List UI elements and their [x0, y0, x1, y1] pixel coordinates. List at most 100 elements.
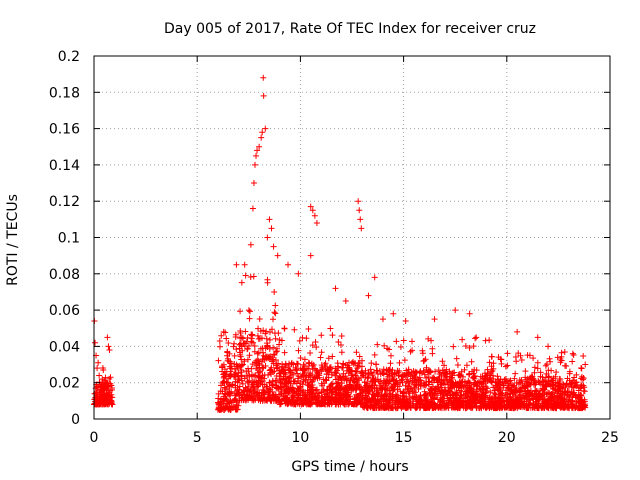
data-point	[315, 390, 322, 397]
data-point	[549, 389, 556, 396]
data-point	[430, 374, 437, 381]
data-point	[360, 395, 367, 402]
data-point	[97, 381, 104, 388]
data-point	[336, 375, 343, 382]
data-point	[429, 375, 436, 382]
data-point	[263, 335, 270, 342]
data-point	[342, 298, 349, 305]
data-point	[487, 389, 494, 396]
data-point	[272, 310, 279, 317]
chart-title: Day 005 of 2017, Rate Of TEC Index for r…	[164, 21, 536, 37]
data-point	[272, 335, 279, 342]
data-point	[300, 361, 307, 368]
data-point	[272, 391, 279, 398]
data-point	[285, 261, 292, 268]
data-point	[322, 376, 329, 383]
y-tick-label: 0.14	[49, 158, 80, 174]
data-point	[313, 219, 320, 226]
data-point	[289, 385, 296, 392]
data-point	[281, 325, 288, 332]
data-point	[303, 401, 310, 408]
data-point	[349, 371, 356, 378]
data-point	[356, 383, 363, 390]
data-point	[423, 398, 430, 405]
data-point	[400, 337, 407, 344]
data-point	[497, 388, 504, 395]
data-point	[231, 366, 238, 373]
data-point	[281, 349, 288, 356]
data-point	[405, 378, 412, 385]
data-point	[261, 371, 268, 378]
data-point	[410, 396, 417, 403]
data-point	[232, 378, 239, 385]
data-point	[260, 327, 267, 334]
data-point	[267, 353, 274, 360]
data-point	[542, 362, 549, 369]
data-point	[478, 398, 485, 405]
data-point	[353, 385, 360, 392]
data-point	[327, 365, 334, 372]
data-point	[338, 333, 345, 340]
data-point	[457, 403, 464, 410]
data-point	[428, 386, 435, 393]
data-point	[417, 392, 424, 399]
y-tick-label: 0.2	[58, 49, 80, 65]
data-point	[340, 361, 347, 368]
data-point	[328, 381, 335, 388]
data-point	[400, 390, 407, 397]
data-point	[303, 335, 310, 342]
data-point	[301, 366, 308, 373]
data-point	[326, 400, 333, 407]
data-point	[484, 366, 491, 373]
data-point	[561, 362, 568, 369]
data-point	[319, 364, 326, 371]
data-point	[379, 369, 386, 376]
data-point	[390, 310, 397, 317]
data-point	[575, 395, 582, 402]
data-point	[102, 383, 109, 390]
data-point	[318, 349, 325, 356]
data-point	[311, 212, 318, 219]
x-tick-label: 25	[601, 430, 619, 446]
data-point	[352, 372, 359, 379]
data-point	[340, 390, 347, 397]
data-point	[364, 405, 371, 412]
data-point	[280, 393, 287, 400]
data-point	[466, 310, 473, 317]
data-point	[578, 365, 585, 372]
data-point	[219, 405, 226, 412]
data-point	[230, 398, 237, 405]
data-point	[98, 386, 105, 393]
data-point	[521, 385, 528, 392]
data-point	[101, 388, 108, 395]
data-point	[372, 361, 379, 368]
data-point	[466, 383, 473, 390]
data-point	[248, 331, 255, 338]
data-point	[249, 378, 256, 385]
data-point	[505, 387, 512, 394]
data-point	[223, 404, 230, 411]
data-point	[434, 402, 441, 409]
data-point	[451, 395, 458, 402]
data-point	[524, 375, 531, 382]
data-point	[367, 366, 374, 373]
data-point	[244, 356, 251, 363]
data-point	[365, 292, 372, 299]
data-point	[484, 376, 491, 383]
data-point	[317, 354, 324, 361]
data-point	[277, 401, 284, 408]
data-point	[374, 341, 381, 348]
data-point	[557, 376, 564, 383]
data-point	[397, 344, 404, 351]
data-point	[279, 361, 286, 368]
data-point	[246, 308, 253, 315]
data-point	[282, 361, 289, 368]
data-point	[561, 349, 568, 356]
data-point	[269, 388, 276, 395]
data-point	[363, 392, 370, 399]
data-point	[260, 349, 267, 356]
data-point	[431, 390, 438, 397]
data-point	[216, 343, 223, 350]
data-point	[338, 349, 345, 356]
data-point	[245, 307, 252, 314]
